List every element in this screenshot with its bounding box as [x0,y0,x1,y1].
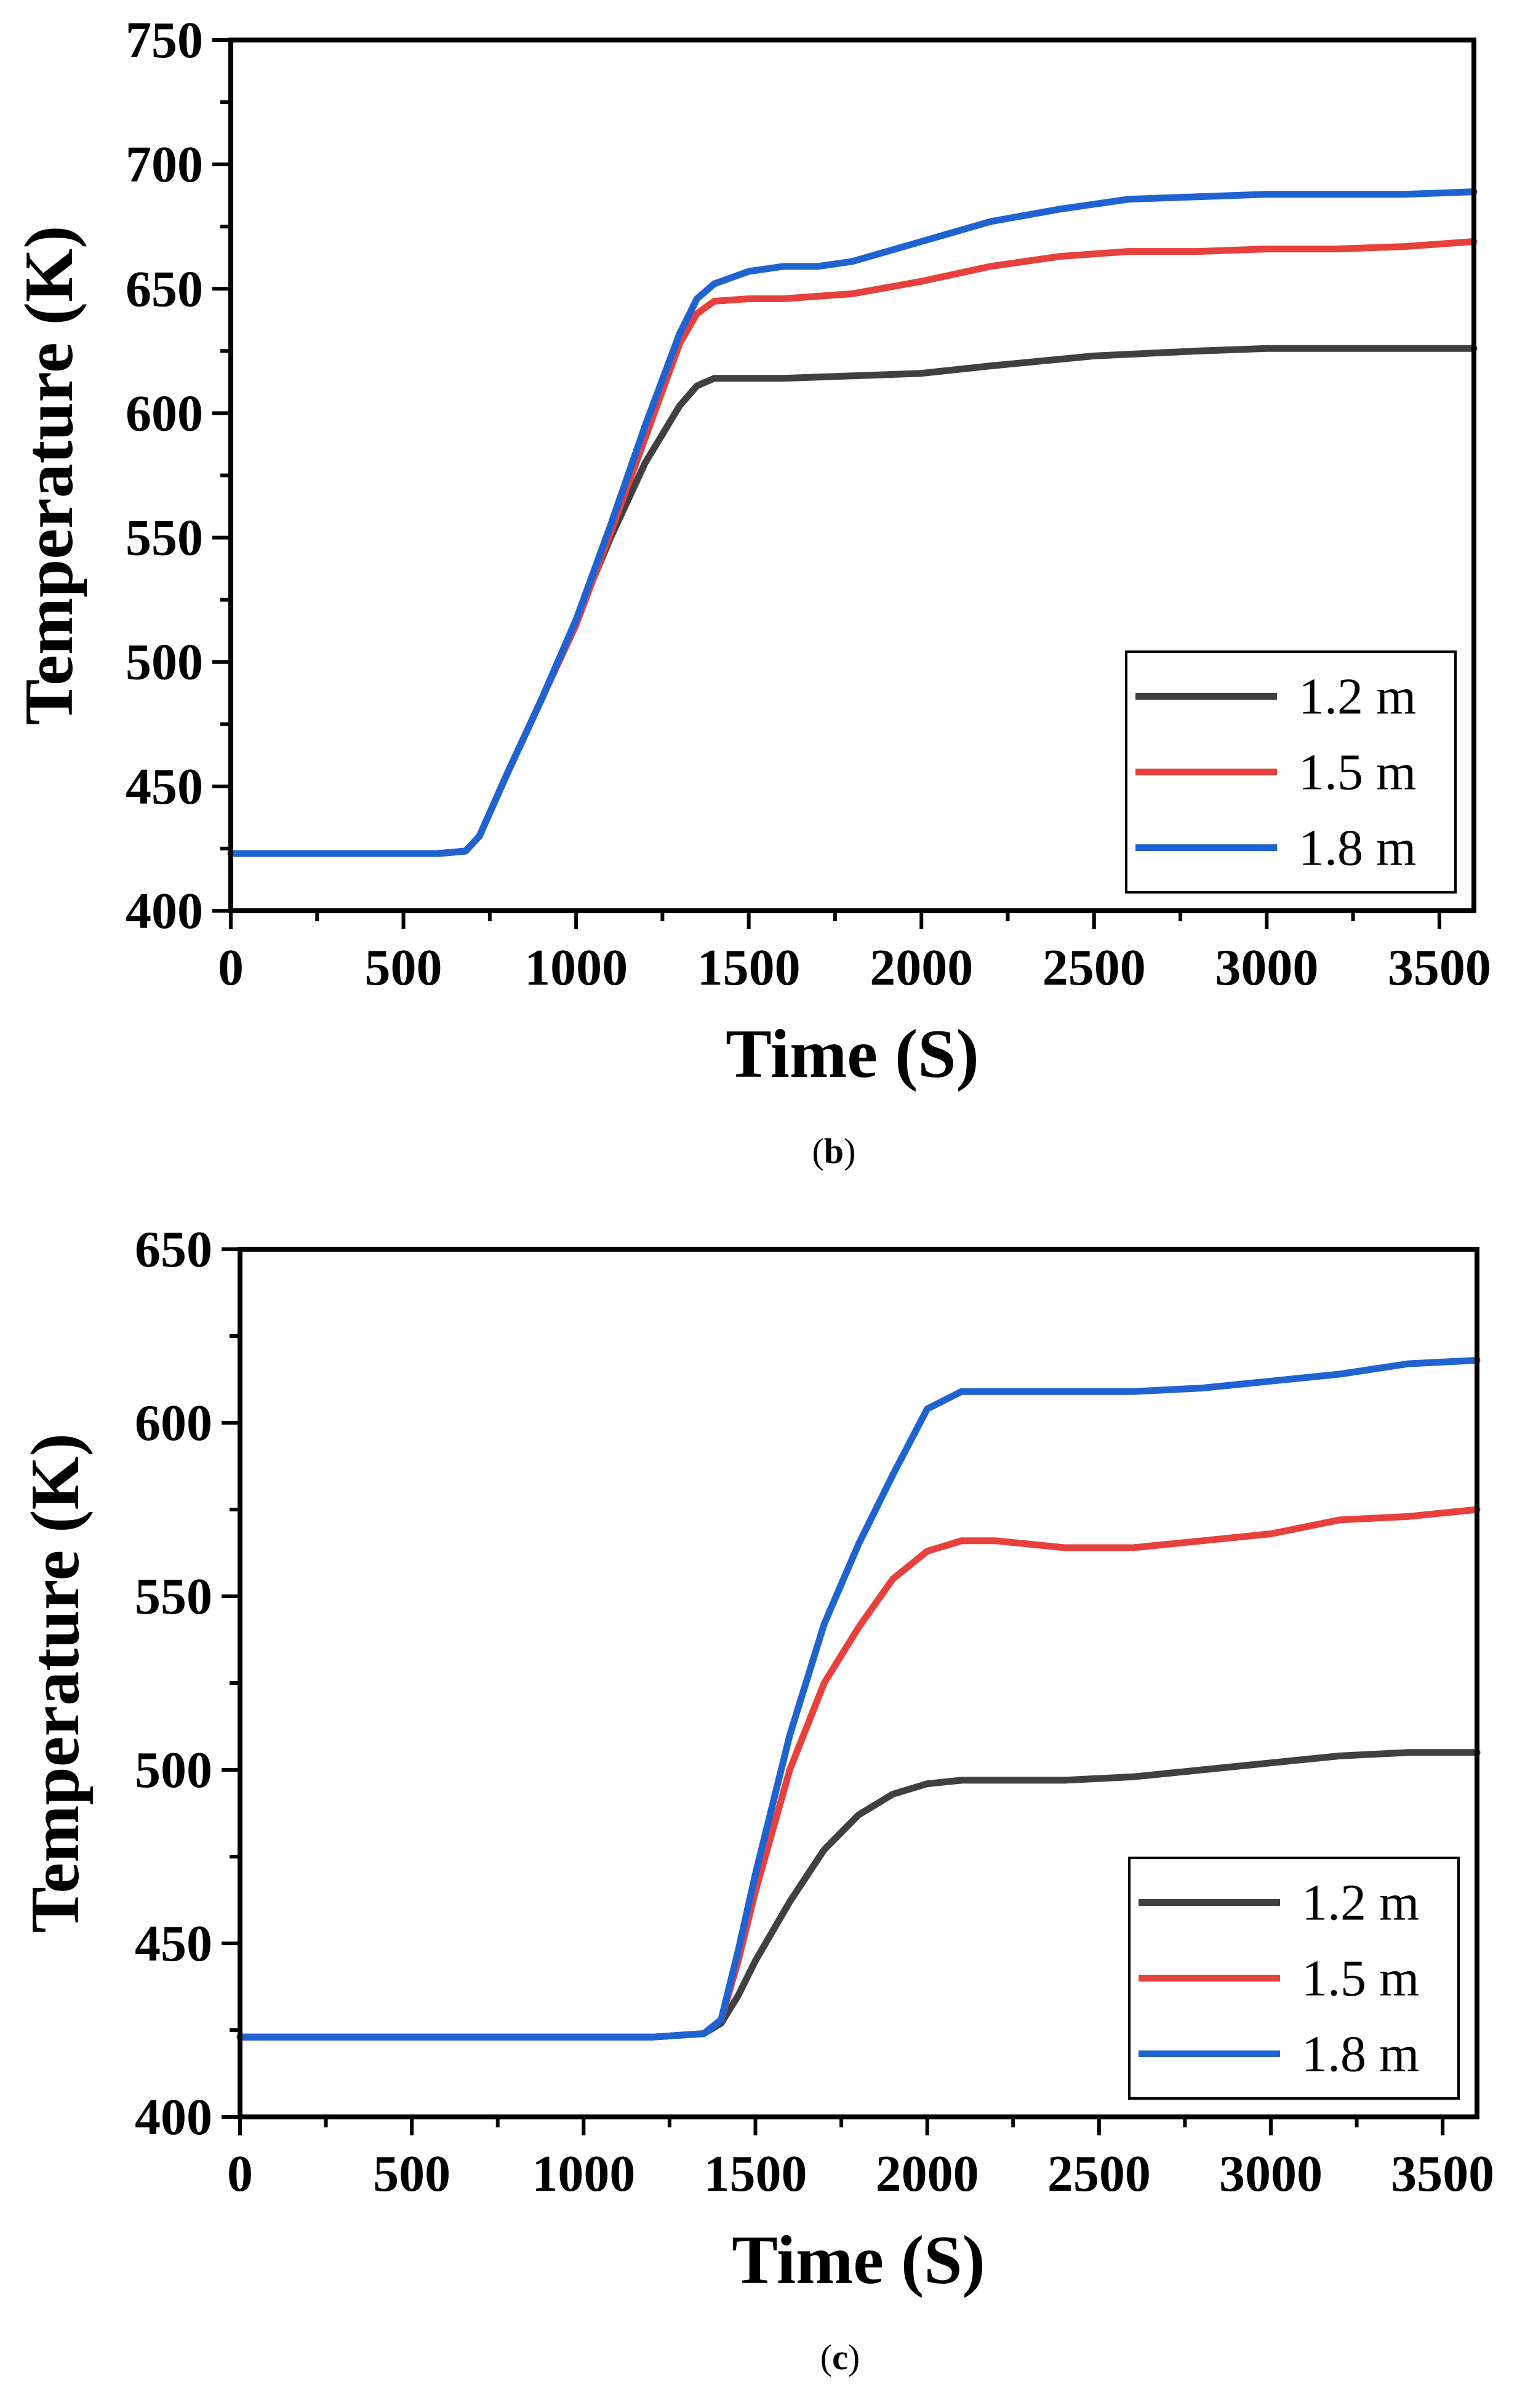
x-axis-title: Time (S) [726,1016,979,1092]
legend-entry-label: 1.2 m [1299,668,1416,726]
legend-entry-label: 1.8 m [1299,820,1416,877]
x-tick-label: 3500 [1391,2145,1494,2202]
x-tick-label: 2500 [1043,939,1146,996]
x-tick-label: 3000 [1219,2145,1323,2202]
x-tick-label: 2500 [1047,2145,1151,2202]
legend-entry-label: 1.5 m [1302,1950,1419,2007]
panel-caption: (c) [820,2337,860,2377]
x-tick-label: 1000 [524,939,628,996]
series-line-1-8m [227,188,1478,857]
x-tick-label: 1500 [697,939,801,996]
y-tick-label: 450 [135,1915,212,1972]
chart-panel-b: 0 500 1000 1500 2000 2500 3000 3500 400 450 500 550… [11,12,1491,1171]
y-tick-label: 750 [126,12,203,69]
y-tick-label: 450 [126,758,203,815]
legend-entry-label: 1.8 m [1302,2026,1419,2083]
x-tick-label: 3500 [1388,939,1491,996]
x-tick-label: 1000 [532,2145,635,2202]
y-tick-label: 550 [135,1568,212,1625]
x-tick-label: 500 [373,2145,450,2202]
y-axis-title: Temperature (K) [11,226,87,726]
legend-entry-label: 1.2 m [1302,1874,1419,1932]
y-tick-label: 650 [135,1221,212,1278]
x-tick-label: 3000 [1215,939,1318,996]
x-tick-label: 2000 [876,2145,979,2202]
x-axis-title: Time (S) [732,2222,985,2298]
y-tick-label: 600 [126,385,203,442]
y-tick-label: 700 [126,136,203,193]
x-tick-label: 2000 [870,939,973,996]
x-tick-label: 0 [227,2145,253,2202]
y-tick-label: 400 [135,2089,212,2146]
y-tick-label: 650 [126,260,203,318]
panel-caption: (b) [812,1131,856,1171]
y-tick-label: 550 [126,510,203,567]
legend-entry-label: 1.5 m [1299,744,1416,801]
y-tick-label: 600 [135,1394,212,1452]
y-axis-title: Temperature (K) [17,1433,94,1933]
x-tick-label: 0 [218,939,244,996]
legend: 1.2 m 1.5 m 1.8 m [1125,650,1457,894]
y-tick-label: 500 [126,634,203,691]
x-tick-label: 1500 [704,2145,807,2202]
legend: 1.2 m 1.5 m 1.8 m [1128,1857,1460,2100]
y-tick-label: 400 [126,882,203,940]
chart-panel-c: 0 500 1000 1500 2000 2500 3000 3500 400 450 500 550… [17,1221,1494,2377]
x-tick-label: 500 [365,939,442,996]
y-tick-label: 500 [135,1742,212,1799]
series-line-1-8m [236,1357,1481,2041]
